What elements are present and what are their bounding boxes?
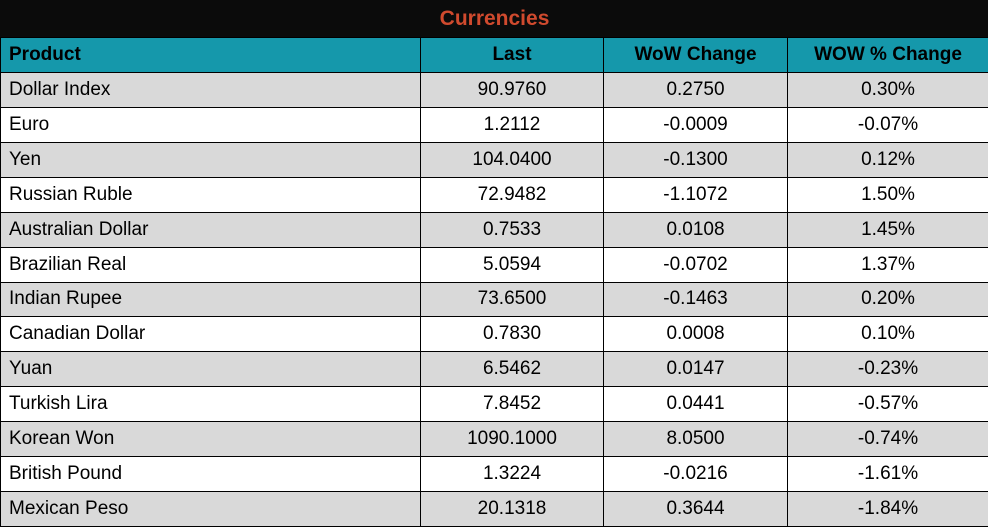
table-row: Indian Rupee 73.6500 -0.1463 0.20% — [0, 281, 988, 318]
product-cell: Canadian Dollar — [0, 316, 421, 353]
column-header-wow-pct-change: WOW % Change — [786, 37, 988, 73]
value-cell: 1090.1000 — [420, 421, 604, 458]
value-cell: -0.0216 — [603, 456, 788, 493]
table-row: Dollar Index 90.9760 0.2750 0.30% — [0, 72, 988, 108]
value-cell: 0.2750 — [603, 72, 788, 108]
table-header-row: Product Last WoW Change WOW % Change — [0, 37, 988, 73]
value-cell: 1.2112 — [420, 106, 604, 143]
table-row: Brazilian Real 5.0594 -0.0702 1.37% — [0, 246, 988, 283]
value-cell: 1.45% — [786, 211, 988, 248]
value-cell: 0.7533 — [420, 211, 604, 248]
value-cell: -0.0702 — [603, 246, 788, 283]
value-cell: 1.3224 — [420, 456, 604, 493]
table-row: Korean Won 1090.1000 8.0500 -0.74% — [0, 421, 988, 458]
value-cell: 90.9760 — [420, 72, 604, 108]
value-cell: 6.5462 — [420, 351, 604, 388]
value-cell: -1.1072 — [603, 176, 788, 213]
table-row: British Pound 1.3224 -0.0216 -1.61% — [0, 456, 988, 493]
value-cell: 0.12% — [786, 141, 988, 178]
value-cell: 0.3644 — [603, 491, 788, 527]
product-cell: Korean Won — [0, 421, 421, 458]
value-cell: 72.9482 — [420, 176, 604, 213]
value-cell: 7.8452 — [420, 386, 604, 423]
value-cell: -0.1463 — [603, 281, 788, 318]
product-cell: Yuan — [0, 351, 421, 388]
product-cell: Dollar Index — [0, 72, 421, 108]
product-cell: Indian Rupee — [0, 281, 421, 318]
table-row: Mexican Peso 20.1318 0.3644 -1.84% — [0, 491, 988, 527]
product-cell: British Pound — [0, 456, 421, 493]
value-cell: -0.0009 — [603, 106, 788, 143]
table-row: Yen 104.0400 -0.1300 0.12% — [0, 141, 988, 178]
title-bar: Currencies — [0, 0, 988, 38]
value-cell: 0.0147 — [603, 351, 788, 388]
value-cell: 0.0441 — [603, 386, 788, 423]
value-cell: 8.0500 — [603, 421, 788, 458]
value-cell: 0.7830 — [420, 316, 604, 353]
value-cell: 0.0108 — [603, 211, 788, 248]
table-row: Euro 1.2112 -0.0009 -0.07% — [0, 106, 988, 143]
product-cell: Mexican Peso — [0, 491, 421, 527]
value-cell: 0.20% — [786, 281, 988, 318]
product-cell: Yen — [0, 141, 421, 178]
value-cell: 1.50% — [786, 176, 988, 213]
table-row: Canadian Dollar 0.7830 0.0008 0.10% — [0, 316, 988, 353]
table-row: Russian Ruble 72.9482 -1.1072 1.50% — [0, 176, 988, 213]
column-header-wow-change: WoW Change — [603, 37, 788, 73]
table-row: Australian Dollar 0.7533 0.0108 1.45% — [0, 211, 988, 248]
value-cell: -1.61% — [786, 456, 988, 493]
value-cell: 5.0594 — [420, 246, 604, 283]
value-cell: -0.74% — [786, 421, 988, 458]
value-cell: 1.37% — [786, 246, 988, 283]
value-cell: 20.1318 — [420, 491, 604, 527]
table-title: Currencies — [0, 0, 988, 38]
table-row: Turkish Lira 7.8452 0.0441 -0.57% — [0, 386, 988, 423]
table-row: Yuan 6.5462 0.0147 -0.23% — [0, 351, 988, 388]
value-cell: 73.6500 — [420, 281, 604, 318]
value-cell: 104.0400 — [420, 141, 604, 178]
product-cell: Australian Dollar — [0, 211, 421, 248]
value-cell: -0.07% — [786, 106, 988, 143]
value-cell: -1.84% — [786, 491, 988, 527]
column-header-last: Last — [420, 37, 604, 73]
value-cell: -0.23% — [786, 351, 988, 388]
value-cell: 0.10% — [786, 316, 988, 353]
value-cell: 0.0008 — [603, 316, 788, 353]
value-cell: 0.30% — [786, 72, 988, 108]
value-cell: -0.1300 — [603, 141, 788, 178]
product-cell: Brazilian Real — [0, 246, 421, 283]
column-header-product: Product — [0, 37, 421, 73]
product-cell: Turkish Lira — [0, 386, 421, 423]
value-cell: -0.57% — [786, 386, 988, 423]
product-cell: Euro — [0, 106, 421, 143]
product-cell: Russian Ruble — [0, 176, 421, 213]
